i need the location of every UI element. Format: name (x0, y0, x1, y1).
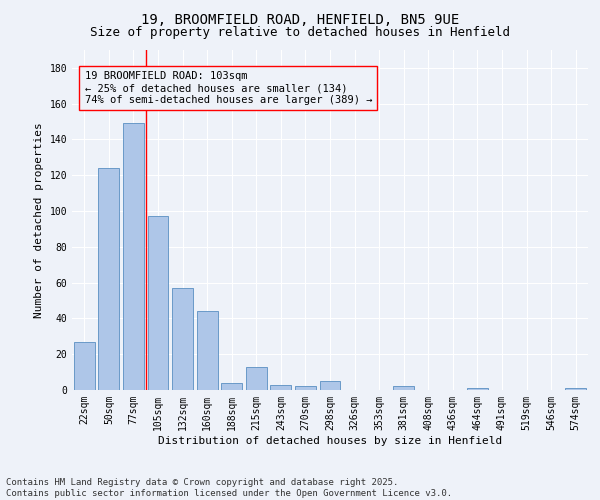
Bar (221, 383, 242, 390)
Bar (393, 386, 414, 390)
Bar (123, 124, 144, 390)
Bar (320, 381, 340, 390)
Bar (172, 288, 193, 390)
Bar (246, 366, 267, 390)
Bar (467, 388, 488, 390)
Bar (565, 388, 586, 390)
X-axis label: Distribution of detached houses by size in Henfield: Distribution of detached houses by size … (158, 436, 502, 446)
Bar (271, 384, 292, 390)
Bar (295, 386, 316, 390)
Text: 19 BROOMFIELD ROAD: 103sqm
← 25% of detached houses are smaller (134)
74% of sem: 19 BROOMFIELD ROAD: 103sqm ← 25% of deta… (85, 72, 372, 104)
Y-axis label: Number of detached properties: Number of detached properties (34, 122, 44, 318)
Bar (74, 342, 95, 390)
Bar (98, 168, 119, 390)
Bar (197, 312, 218, 390)
Text: Size of property relative to detached houses in Henfield: Size of property relative to detached ho… (90, 26, 510, 39)
Text: Contains HM Land Registry data © Crown copyright and database right 2025.
Contai: Contains HM Land Registry data © Crown c… (6, 478, 452, 498)
Text: 19, BROOMFIELD ROAD, HENFIELD, BN5 9UE: 19, BROOMFIELD ROAD, HENFIELD, BN5 9UE (141, 12, 459, 26)
Bar (148, 216, 169, 390)
